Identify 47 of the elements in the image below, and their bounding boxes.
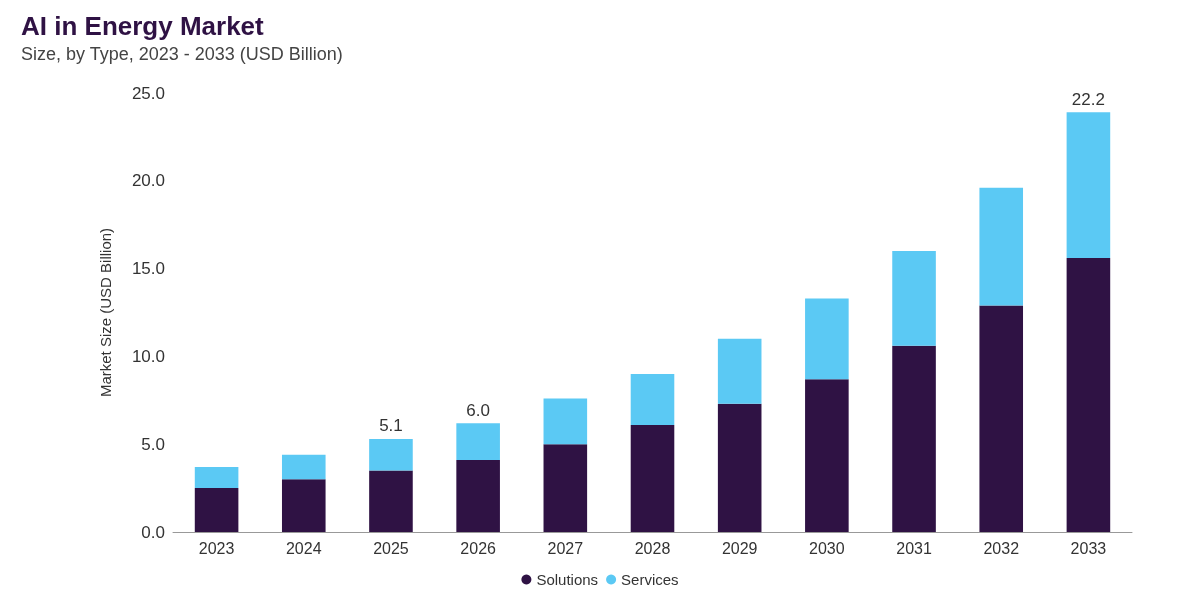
- bar: [369, 438, 413, 471]
- x-tick-label: 2032: [983, 539, 1020, 557]
- bar: [281, 454, 326, 480]
- x-tick-label: 2033: [1070, 539, 1107, 557]
- bar: [1066, 258, 1111, 532]
- bar: [892, 251, 936, 346]
- y-tick-label: 20.0: [131, 171, 165, 191]
- chart-subtitle: Size, by Type, 2023 - 2033 (USD Billion): [21, 44, 343, 64]
- x-tick-label: 2026: [460, 539, 497, 557]
- bar: [543, 398, 588, 445]
- chart-title: AI in Energy Market: [21, 11, 265, 41]
- bar: [892, 345, 936, 532]
- bar: [456, 423, 500, 460]
- legend-label: Solutions: [536, 571, 599, 588]
- bar: [456, 460, 500, 532]
- bar: [805, 379, 849, 532]
- bar: [630, 373, 675, 425]
- bar: [979, 305, 1024, 532]
- y-tick-label: 0.0: [141, 522, 165, 542]
- annotation: 5.1: [379, 416, 403, 436]
- bar: [630, 424, 675, 532]
- bar: [979, 187, 1024, 306]
- bar: [717, 338, 762, 404]
- x-tick-label: 2027: [547, 539, 584, 557]
- bar: [194, 467, 239, 489]
- y-axis-title: Market Size (USD Billion): [97, 227, 114, 398]
- y-tick-label: 15.0: [131, 259, 165, 279]
- annotation: 22.2: [1071, 89, 1105, 109]
- legend-label: Services: [621, 571, 679, 588]
- bar: [717, 403, 762, 532]
- x-tick-label: 2028: [634, 539, 671, 557]
- x-tick-label: 2024: [285, 539, 322, 557]
- annotation: 6.0: [466, 400, 490, 420]
- bar: [543, 444, 588, 532]
- bar: [281, 479, 326, 532]
- x-tick-label: 2029: [721, 539, 758, 557]
- y-tick-label: 25.0: [131, 83, 165, 103]
- x-tick-label: 2031: [896, 539, 932, 557]
- bar: [1066, 112, 1111, 259]
- x-tick-label: 2025: [373, 539, 409, 557]
- y-tick-label: 10.0: [131, 346, 165, 366]
- bar: [194, 488, 239, 532]
- bar: [369, 470, 413, 532]
- x-tick-label: 2023: [198, 539, 235, 557]
- x-tick-label: 2030: [809, 539, 845, 557]
- y-tick-label: 5.0: [141, 434, 165, 454]
- bar: [805, 298, 849, 380]
